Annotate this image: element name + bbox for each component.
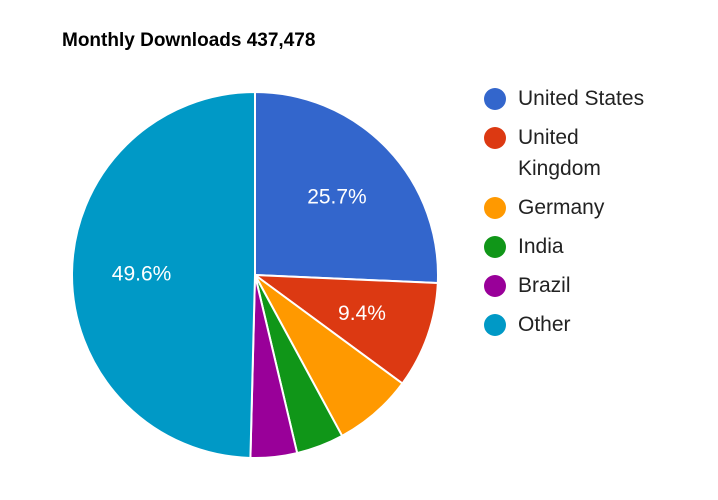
legend: United States United Kingdom Germany Ind…	[484, 86, 704, 351]
legend-label: Brazil	[518, 274, 571, 297]
pie-slice-other[interactable]	[71, 90, 256, 459]
pie-slice-united-kingdom[interactable]	[251, 273, 439, 385]
legend-label: United Kingdom	[518, 126, 601, 180]
legend-swatch-icon	[484, 314, 506, 336]
legend-item-india[interactable]: India	[484, 234, 704, 262]
legend-swatch-icon	[484, 127, 506, 149]
slice-percent-label: 9.4%	[338, 302, 386, 325]
slice-percent-label: 25.7%	[307, 186, 367, 209]
legend-swatch-icon	[484, 88, 506, 110]
pie-slice-united-states[interactable]	[254, 90, 439, 285]
legend-item-united-states[interactable]: United States	[484, 86, 704, 114]
legend-label: India	[518, 235, 564, 258]
legend-item-germany[interactable]: Germany	[484, 195, 704, 223]
legend-item-other[interactable]: Other	[484, 312, 704, 340]
legend-swatch-icon	[484, 275, 506, 297]
legend-swatch-icon	[484, 197, 506, 219]
slice-percent-label: 49.6%	[112, 263, 172, 286]
legend-label: Germany	[518, 196, 605, 219]
chart-title: Monthly Downloads 437,478	[62, 30, 316, 51]
legend-label: United States	[518, 87, 645, 110]
legend-item-brazil[interactable]: Brazil	[484, 273, 704, 301]
legend-label: Other	[518, 313, 571, 336]
legend-swatch-icon	[484, 236, 506, 258]
legend-item-united-kingdom[interactable]: United Kingdom	[484, 125, 704, 184]
